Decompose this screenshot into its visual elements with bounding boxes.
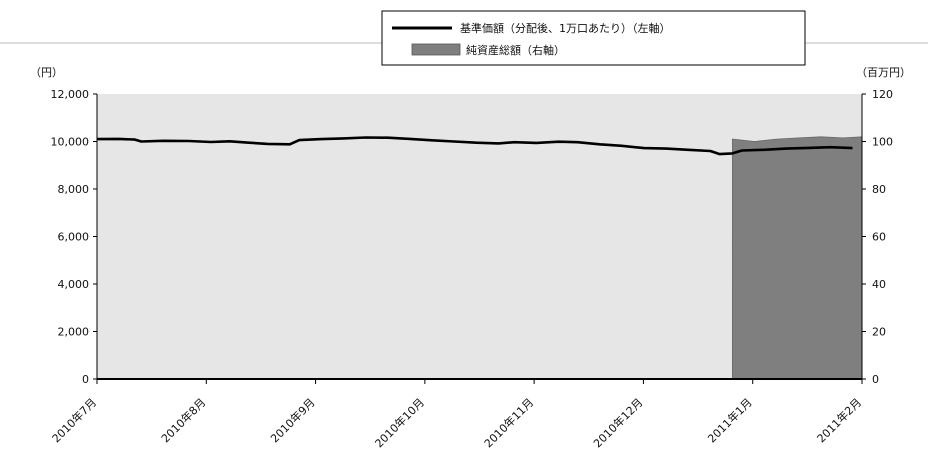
y-left-tick-label: 2,000 [58,326,90,339]
y-right-tick-label: 100 [872,136,893,149]
series-nav-line [96,136,853,156]
legend-box [381,10,806,66]
y-left-tick-label: 10,000 [51,136,90,149]
y-left-unit-label: （円） [30,66,63,79]
x-tick-label: 2010年9月 [267,395,317,445]
y-left-tick-label: 0 [82,373,89,386]
y-right-tick-label: 40 [872,278,886,291]
y-right-tick-label: 80 [872,183,886,196]
x-tick-label: 2011年1月 [705,395,755,445]
y-right-tick-label: 0 [872,373,879,386]
series-net-assets-area [731,136,863,380]
legend-label-net-assets: 純資産総額（右軸） [466,43,565,57]
x-tick-label: 2010年8月 [158,395,208,445]
x-tick-label: 2010年11月 [481,395,536,450]
y-left-tick-label: 12,000 [51,88,90,101]
x-tick-label: 2010年7月 [49,395,99,445]
y-left-tick-label: 6,000 [58,231,90,244]
legend-swatch-net-assets [411,43,461,56]
y-left-tick-label: 8,000 [58,183,90,196]
x-tick-label: 2010年12月 [590,395,645,450]
y-right-tick-label: 120 [872,88,893,101]
y-right-tick-label: 60 [872,231,886,244]
legend-label-nav: 基準価額（分配後、1万口あたり）（左軸） [460,21,671,35]
x-tick-label: 2010年10月 [372,395,427,450]
y-right-tick-label: 20 [872,326,886,339]
x-tick-label: 2011年2月 [814,395,864,445]
y-left-tick-label: 4,000 [58,278,90,291]
y-right-unit-label: （百万円） [856,66,911,79]
